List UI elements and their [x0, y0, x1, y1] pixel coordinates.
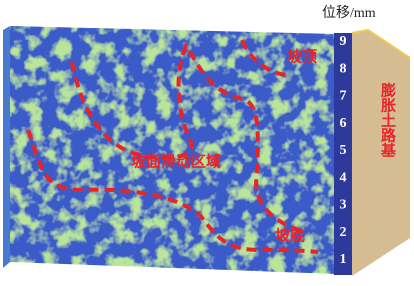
- colorbar-tick: 1: [340, 252, 347, 267]
- colorbar-tick: 3: [340, 198, 347, 213]
- colorbar-tick: 6: [340, 116, 347, 131]
- colorbar-tick: 7: [340, 89, 347, 104]
- colorbar-title: 位移/mm: [322, 5, 376, 21]
- slope-model: 位移/mm 坡顶 坡面滑动区域 坡底 膨胀土路基 1 2 3 4 5 6 7 8 9: [0, 0, 414, 282]
- colorbar-ticks: 1 2 3 4 5 6 7 8 9: [340, 34, 347, 267]
- label: 膨胀土路基: [379, 82, 397, 158]
- colorbar-tick: 4: [340, 170, 347, 185]
- colorbar-tick: 2: [340, 225, 347, 240]
- colorbar-tick: 5: [340, 143, 347, 158]
- label: 坡顶: [287, 48, 317, 66]
- label: 坡底: [275, 227, 305, 245]
- colorbar-tick: 9: [340, 34, 347, 49]
- label: 坡面滑动区域: [131, 153, 221, 171]
- side-face: [3, 26, 10, 268]
- colorbar-tick: 8: [340, 61, 347, 76]
